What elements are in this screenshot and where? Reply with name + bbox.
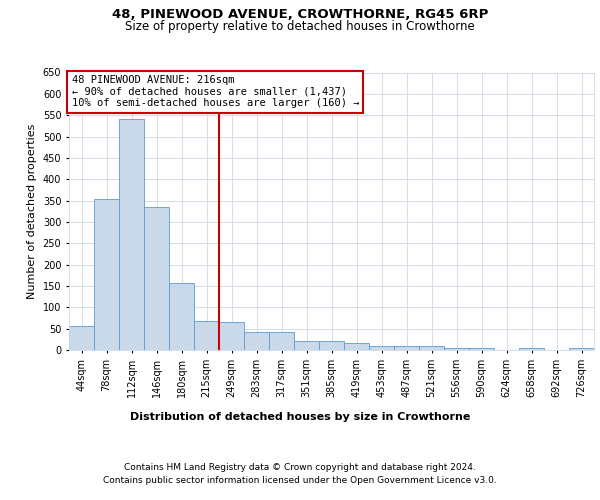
- Text: Distribution of detached houses by size in Crowthorne: Distribution of detached houses by size …: [130, 412, 470, 422]
- Bar: [569, 348, 594, 350]
- Bar: [469, 348, 494, 350]
- Bar: [94, 200, 119, 350]
- Bar: [269, 332, 294, 350]
- Bar: [294, 340, 319, 350]
- Bar: [319, 342, 344, 350]
- Bar: [169, 283, 194, 350]
- Bar: [144, 206, 169, 350]
- Text: Contains HM Land Registry data © Crown copyright and database right 2024.: Contains HM Land Registry data © Crown c…: [124, 462, 476, 471]
- Bar: [194, 321, 219, 350]
- Bar: [219, 322, 244, 350]
- Bar: [519, 348, 544, 350]
- Bar: [119, 120, 144, 350]
- Bar: [244, 332, 269, 350]
- Y-axis label: Number of detached properties: Number of detached properties: [27, 124, 37, 299]
- Text: 48 PINEWOOD AVENUE: 216sqm
← 90% of detached houses are smaller (1,437)
10% of s: 48 PINEWOOD AVENUE: 216sqm ← 90% of deta…: [71, 76, 359, 108]
- Text: Size of property relative to detached houses in Crowthorne: Size of property relative to detached ho…: [125, 20, 475, 33]
- Bar: [394, 346, 419, 350]
- Bar: [369, 346, 394, 350]
- Text: 48, PINEWOOD AVENUE, CROWTHORNE, RG45 6RP: 48, PINEWOOD AVENUE, CROWTHORNE, RG45 6R…: [112, 8, 488, 20]
- Bar: [69, 326, 94, 350]
- Bar: [344, 343, 369, 350]
- Text: Contains public sector information licensed under the Open Government Licence v3: Contains public sector information licen…: [103, 476, 497, 485]
- Bar: [419, 346, 444, 350]
- Bar: [444, 348, 469, 350]
